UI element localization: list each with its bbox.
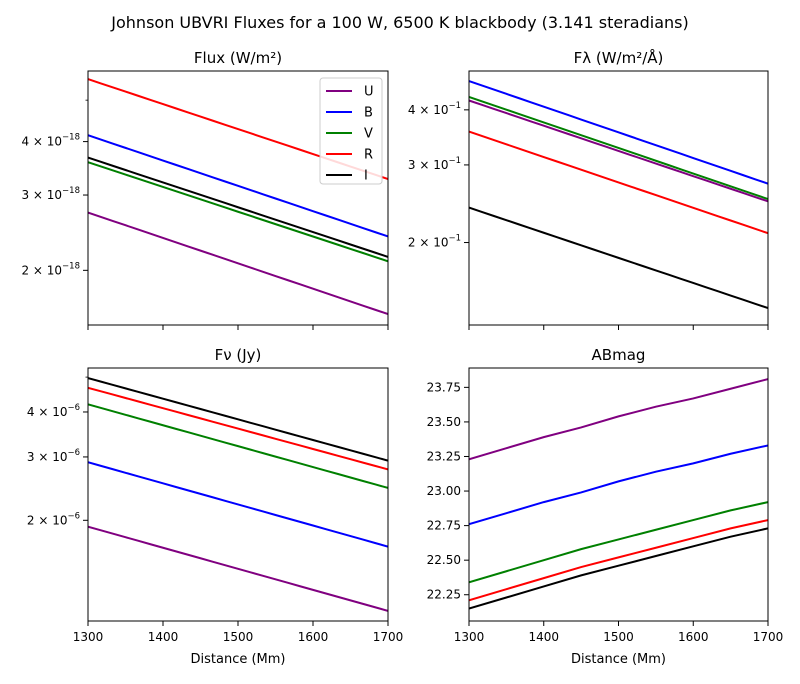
x-tick-label: 1300 (454, 630, 485, 644)
series-group (469, 80, 768, 310)
y-tick-label: 23.25 (427, 449, 461, 463)
y-tick-mantissa: 4 (27, 405, 35, 419)
series-line-I (469, 206, 768, 310)
y-tick-label: 3 × 10−18 (21, 186, 80, 202)
series-line-U (469, 378, 768, 461)
y-tick-times: × 10 (416, 236, 449, 250)
y-tick-mantissa: 4 (408, 103, 416, 117)
y-tick-times: × 10 (35, 405, 68, 419)
plot-frame (87, 367, 389, 622)
y-tick-label: 2 × 10−18 (21, 261, 80, 277)
y-tick-label: 4 × 10−6 (27, 403, 80, 419)
series-line-B (469, 80, 768, 185)
y-tick-label: 23.50 (427, 415, 461, 429)
y-tick-label: 2 × 10−6 (27, 511, 80, 527)
legend: UBVRI (319, 77, 383, 185)
y-tick-exponent: −6 (67, 403, 80, 413)
y-tick-exponent: −18 (62, 186, 80, 196)
legend-box (319, 77, 383, 185)
y-tick-label: 23.75 (427, 380, 461, 394)
panel-title: Fλ (W/m²/Å) (574, 48, 664, 67)
series-line-V (88, 161, 388, 263)
y-tick-times: × 10 (29, 263, 62, 277)
figure-title: Johnson UBVRI Fluxes for a 100 W, 6500 K… (110, 13, 688, 32)
y-tick-times: × 10 (416, 103, 449, 117)
y-tick-exponent: −6 (67, 448, 80, 458)
y-tick-times: × 10 (416, 158, 449, 172)
series-line-U (88, 525, 388, 612)
x-tick-label: 1700 (373, 630, 404, 644)
y-tick-label: 3 × 10−6 (27, 448, 80, 464)
series-line-I (469, 527, 768, 610)
series-line-V (469, 501, 768, 584)
chart-panel-2: Fλ (W/m²/Å)2 × 10−13 × 10−14 × 10−1 (408, 48, 769, 330)
plot-frame (468, 367, 769, 622)
y-tick-mantissa: 2 (27, 513, 35, 527)
y-tick-exponent: −1 (448, 234, 461, 244)
y-tick-label: 23.00 (427, 484, 461, 498)
y-tick-mantissa: 2 (408, 236, 416, 250)
y-tick-exponent: −6 (67, 511, 80, 521)
panel-title: ABmag (592, 346, 646, 364)
series-line-B (88, 461, 388, 548)
y-tick-mantissa: 3 (21, 188, 29, 202)
x-axis-label: Distance (Mm) (191, 652, 286, 667)
x-tick-label: 1500 (223, 630, 254, 644)
y-tick-label: 4 × 10−1 (408, 101, 461, 117)
series-line-U (88, 211, 388, 316)
series-line-B (88, 134, 388, 238)
series-line-R (469, 130, 768, 235)
chart-panel-1: Flux (W/m²)2 × 10−183 × 10−184 × 10−18UB… (21, 49, 389, 330)
series-group (88, 377, 388, 612)
series-line-U (469, 99, 768, 203)
y-tick-exponent: −18 (62, 261, 80, 271)
series-line-I (88, 377, 388, 462)
series-line-V (469, 95, 768, 201)
x-tick-label: 1600 (298, 630, 329, 644)
chart-panel-4: ABmag 1300 1400 1500 1600 1700 Distance (Mm) 22… (427, 346, 784, 667)
y-tick-exponent: −18 (62, 133, 80, 143)
panel-title: Fν (Jy) (215, 346, 262, 364)
x-tick-label: 1700 (753, 630, 784, 644)
y-tick-label: 4 × 10−18 (21, 133, 80, 149)
y-tick-label: 22.50 (427, 553, 461, 567)
x-tick-label: 1600 (678, 630, 709, 644)
y-tick-times: × 10 (35, 513, 68, 527)
x-tick-label: 1400 (528, 630, 559, 644)
series-line-R (469, 519, 768, 602)
y-tick-exponent: −1 (448, 156, 461, 166)
y-tick-mantissa: 3 (408, 158, 416, 172)
y-tick-times: × 10 (29, 188, 62, 202)
series-line-R (88, 386, 388, 471)
series-line-B (469, 444, 768, 526)
x-tick-label: 1300 (73, 630, 104, 644)
y-tick-exponent: −1 (448, 101, 461, 111)
plot-frame (468, 70, 769, 326)
legend-label-U: U (364, 85, 374, 100)
y-tick-label: 22.75 (427, 519, 461, 533)
y-tick-label: 3 × 10−1 (408, 156, 461, 172)
series-group (469, 378, 768, 610)
series-line-I (88, 156, 388, 258)
y-tick-mantissa: 2 (21, 263, 29, 277)
legend-label-R: R (364, 148, 373, 163)
legend-label-I: I (364, 169, 368, 184)
x-axis-label: Distance (Mm) (571, 652, 666, 667)
series-line-V (88, 403, 388, 489)
x-tick-label: 1500 (603, 630, 634, 644)
chart-panel-3: Fν (Jy) 1300 1400 1500 1600 1700 Distance (Mm)… (27, 346, 403, 667)
y-tick-label: 22.25 (427, 588, 461, 602)
x-tick-label: 1400 (148, 630, 179, 644)
y-tick-mantissa: 3 (27, 450, 35, 464)
y-tick-label: 2 × 10−1 (408, 234, 461, 250)
y-tick-mantissa: 4 (21, 135, 29, 149)
y-tick-times: × 10 (35, 450, 68, 464)
y-tick-times: × 10 (29, 135, 62, 149)
legend-label-B: B (364, 106, 373, 121)
legend-label-V: V (364, 127, 373, 142)
panel-title: Flux (W/m²) (194, 49, 282, 67)
